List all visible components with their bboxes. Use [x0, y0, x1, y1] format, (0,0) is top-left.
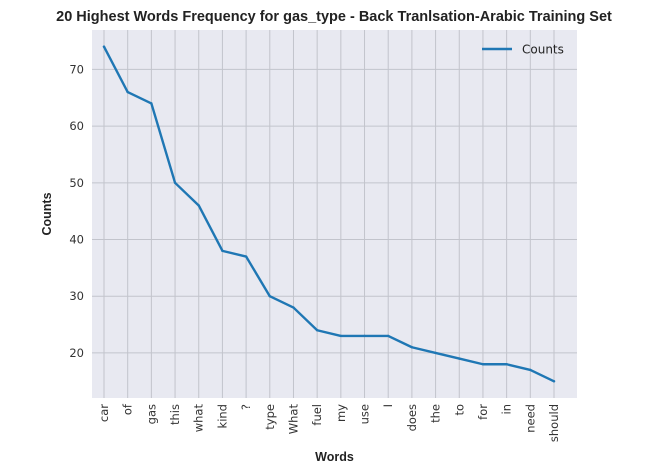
- data-point: [173, 181, 177, 185]
- x-tick-label: the: [429, 404, 443, 423]
- y-tick-label: 20: [69, 346, 84, 360]
- x-tick-label: ?: [239, 404, 253, 410]
- x-tick-label: car: [97, 404, 111, 422]
- x-tick-label: does: [405, 404, 419, 431]
- data-point: [268, 295, 271, 298]
- data-point: [387, 334, 390, 338]
- y-tick-label: 40: [69, 233, 84, 247]
- x-tick-label: in: [500, 404, 514, 414]
- x-tick-label: need: [523, 404, 537, 433]
- y-tick-label: 70: [69, 62, 84, 76]
- plot-area: [92, 30, 577, 398]
- data-point: [363, 334, 366, 338]
- series-line: [102, 45, 556, 383]
- x-tick-label: type: [263, 404, 277, 430]
- y-axis-label: Counts: [40, 192, 54, 235]
- x-tick-label: what: [192, 404, 206, 433]
- x-tick-label: gas: [144, 404, 158, 424]
- x-tick-label: I: [381, 404, 395, 407]
- data-point: [197, 204, 200, 207]
- x-axis-label: Words: [315, 450, 354, 464]
- data-point: [244, 255, 248, 258]
- x-tick-label: to: [452, 404, 466, 416]
- data-point: [292, 306, 295, 309]
- data-point: [221, 249, 224, 253]
- x-tick-label: my: [334, 404, 348, 422]
- x-tick-label: for: [476, 404, 490, 420]
- data-point: [339, 334, 343, 338]
- x-tick-label: fuel: [310, 404, 324, 426]
- data-point: [410, 346, 414, 349]
- data-point: [505, 363, 508, 366]
- data-point: [481, 363, 485, 366]
- legend-label: Counts: [522, 43, 564, 57]
- y-tick-label: 60: [69, 119, 84, 133]
- data-point: [552, 380, 556, 383]
- legend: Counts: [482, 43, 564, 57]
- y-tick-label: 50: [69, 176, 84, 190]
- tick-labels-layer: 20 30 40 50 60 70 car of gas this what kind? type Wha…: [69, 62, 561, 442]
- data-point: [150, 102, 153, 105]
- x-tick-label: should: [547, 404, 561, 442]
- chart-title: 20 Highest Words Frequency for gas_type …: [56, 9, 612, 25]
- data-point: [434, 351, 437, 355]
- data-point: [529, 368, 532, 372]
- x-tick-label: use: [358, 404, 372, 424]
- data-point: [126, 90, 129, 94]
- x-tick-label: kind: [215, 404, 229, 428]
- y-tick-label: 30: [69, 289, 84, 303]
- data-point: [458, 357, 461, 360]
- x-tick-label: What: [286, 404, 300, 435]
- grid-layer: [92, 30, 577, 398]
- series-layer: [102, 45, 556, 383]
- x-tick-label: of: [121, 403, 135, 415]
- data-point: [315, 329, 319, 332]
- data-point: [102, 45, 106, 48]
- x-tick-label: this: [168, 404, 182, 425]
